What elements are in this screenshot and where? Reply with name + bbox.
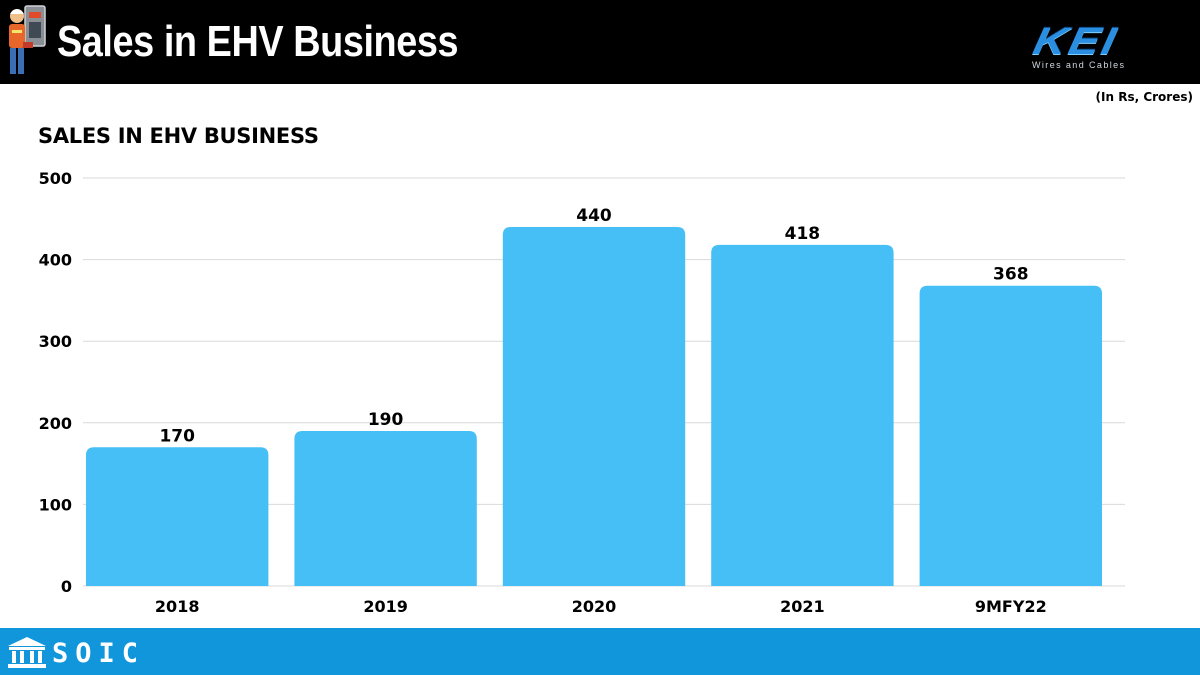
x-tick-label: 2021 xyxy=(780,597,825,616)
data-label: 170 xyxy=(159,426,195,446)
x-tick-label: 9MFY22 xyxy=(975,597,1047,616)
header-bar xyxy=(0,0,1200,84)
x-tick-label: 2019 xyxy=(363,597,408,616)
bar-2020 xyxy=(502,226,686,586)
unit-note: (In Rs, Crores) xyxy=(1095,90,1193,104)
bar-chart: 0 100 200 300 400 500 170 2018 190 2019 440 2020 418… xyxy=(39,169,1125,616)
y-tick-label: 500 xyxy=(39,169,72,188)
electrician-icon xyxy=(9,5,46,74)
page-title: Sales in EHV Business xyxy=(57,17,459,66)
logo-tagline: Wires and Cables xyxy=(1032,60,1126,70)
y-tick-label: 100 xyxy=(39,495,72,514)
y-tick-label: 300 xyxy=(39,332,72,351)
logo-wordmark: KEI xyxy=(1029,21,1122,63)
data-label: 418 xyxy=(785,224,821,244)
y-tick-label: 400 xyxy=(39,251,72,270)
data-label: 440 xyxy=(576,206,612,226)
y-tick-label: 0 xyxy=(61,577,72,596)
bar-9MFY22 xyxy=(919,285,1102,586)
y-tick-label: 200 xyxy=(39,414,72,433)
x-tick-label: 2020 xyxy=(572,597,617,616)
chart-title: SALES IN EHV BUSINESS xyxy=(38,124,319,148)
data-label: 368 xyxy=(993,265,1029,285)
bar-2021 xyxy=(711,244,894,587)
data-label: 190 xyxy=(368,410,404,430)
bar-2019 xyxy=(294,430,477,586)
institution-icon xyxy=(8,637,46,668)
x-tick-label: 2018 xyxy=(155,597,200,616)
footer-bar xyxy=(0,628,1200,675)
kei-logo: KEI Wires and Cables xyxy=(1028,21,1158,72)
footer-brand: SOIC xyxy=(52,638,146,669)
bar-2018 xyxy=(86,447,269,586)
